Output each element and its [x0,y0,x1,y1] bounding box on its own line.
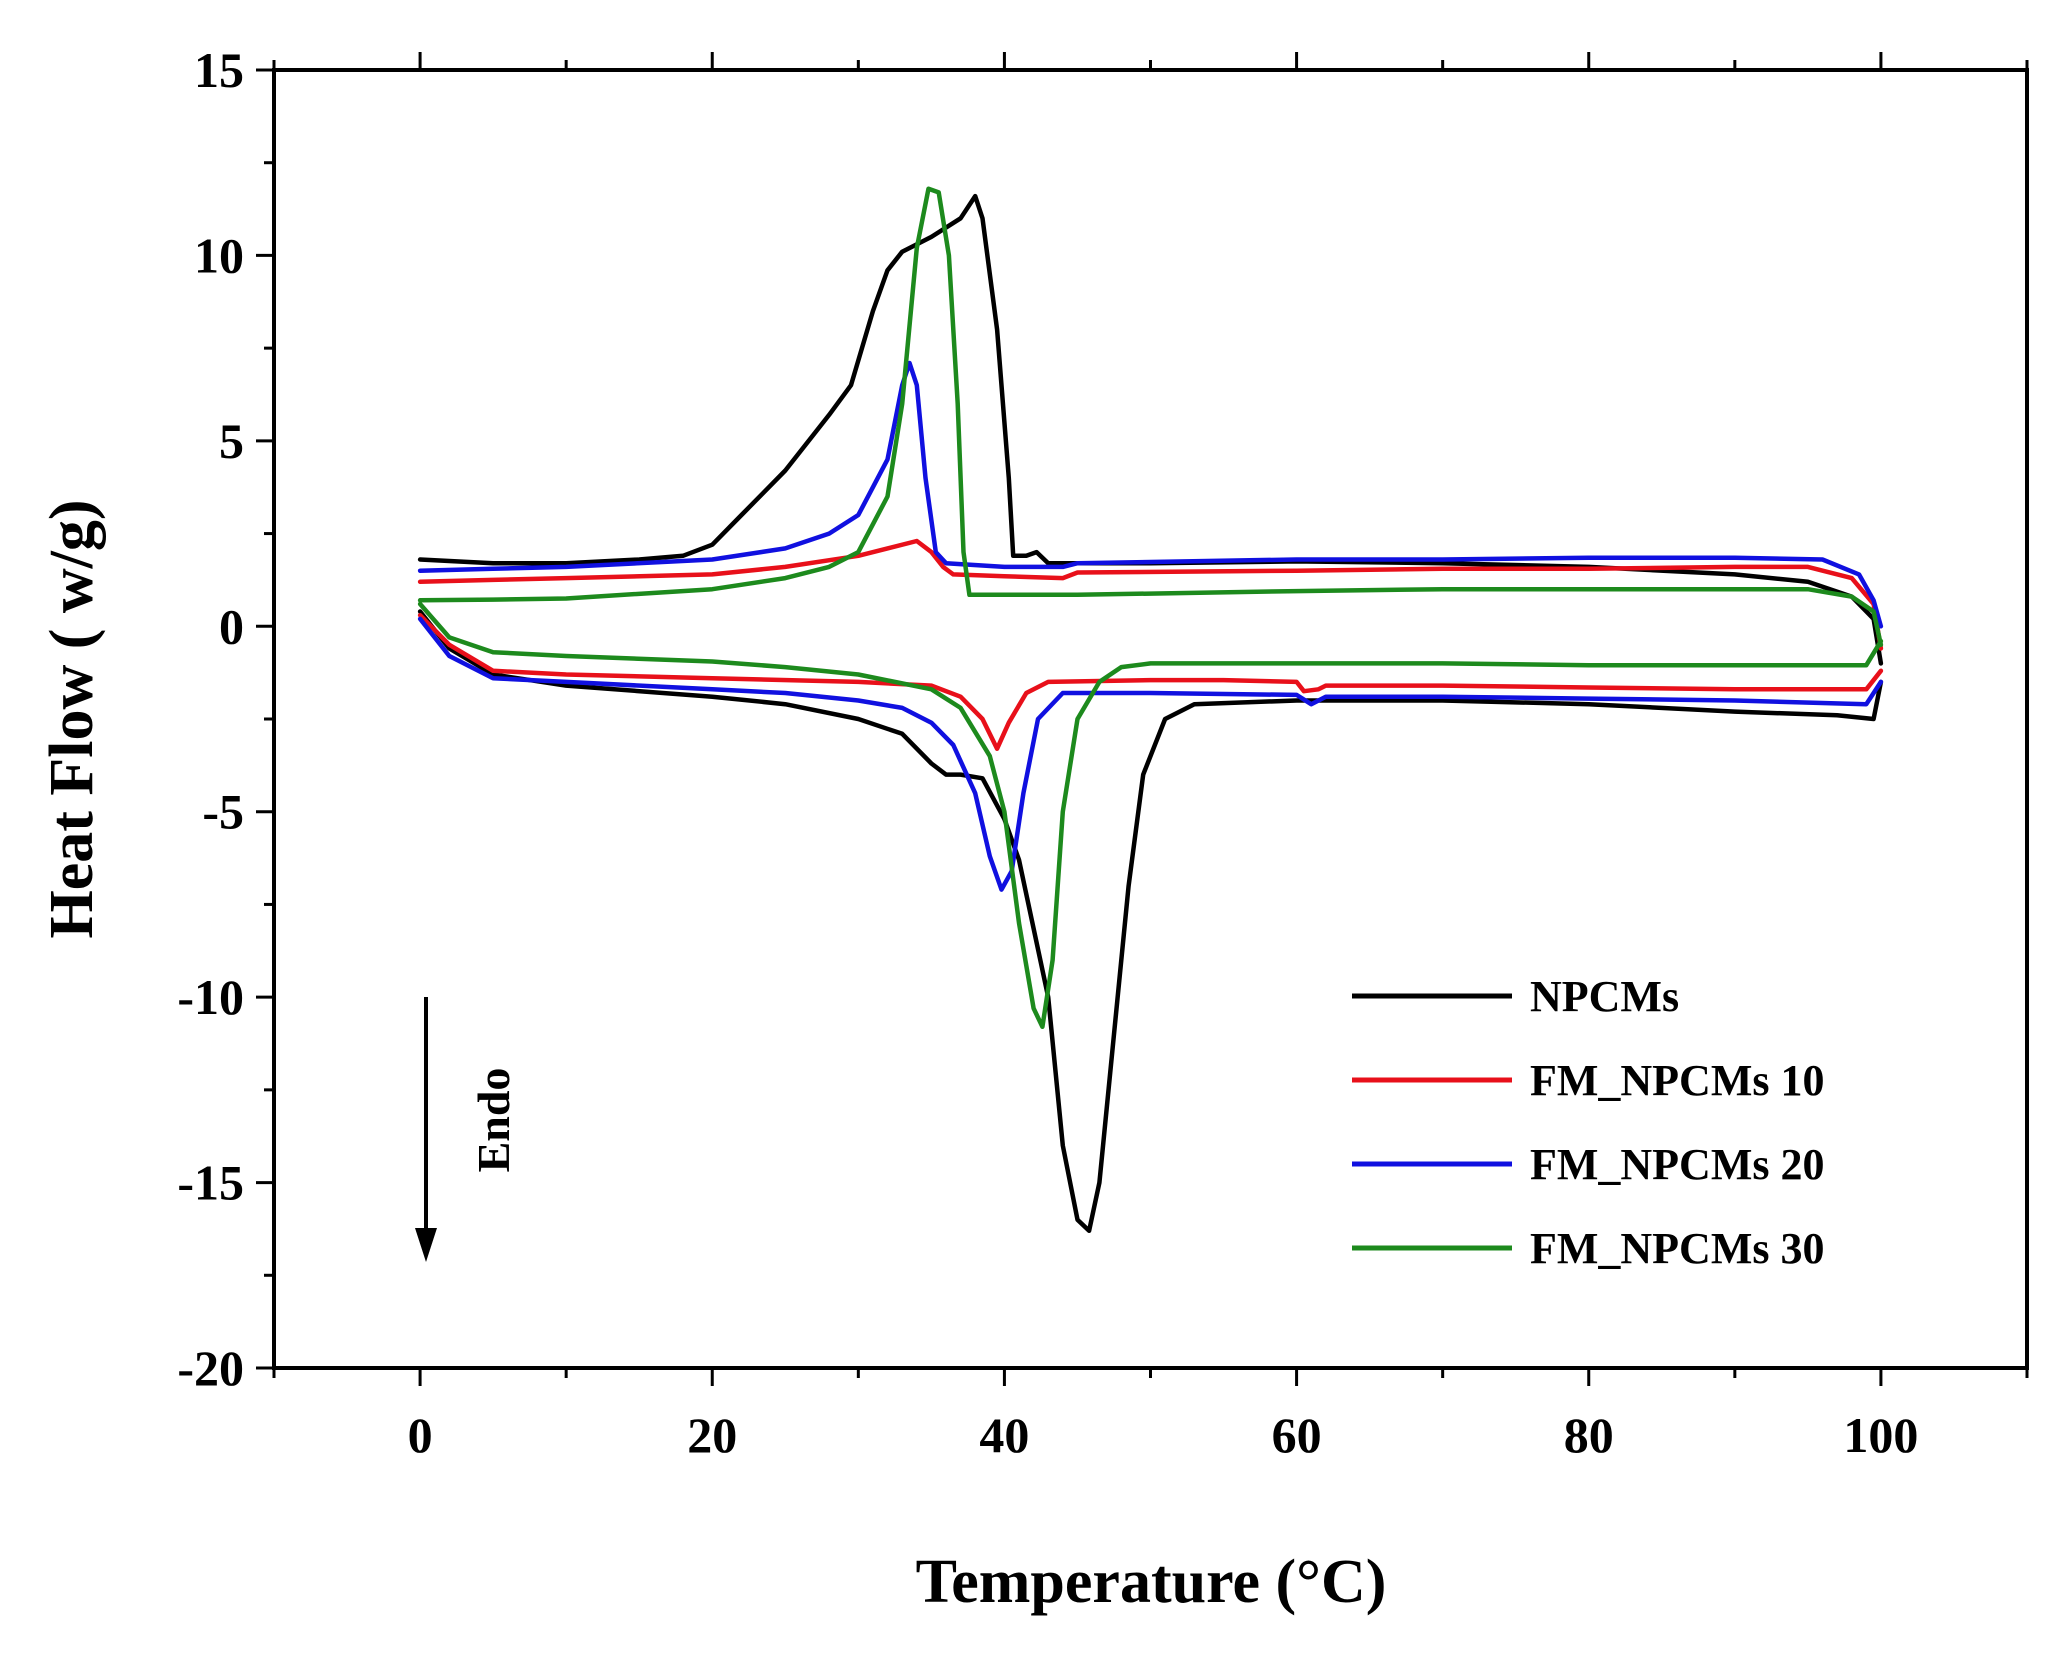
legend-label-fm-npcms-20: FM_NPCMs 20 [1530,1140,1825,1189]
y-tick-label: -5 [202,784,244,840]
y-axis-title: Heat Flow ( w/g) [38,499,106,938]
y-tick-label: 15 [194,42,244,98]
series-line-fm-npcms-10-cooling [417,538,1884,651]
y-tick-label: 0 [219,598,244,654]
series-layer [417,186,1884,1234]
endo-arrowhead-icon [415,1228,437,1262]
tick-layer: 0 20 40 60 80 100 -20 -15 -10 -5 0 5 10 15 [177,42,2029,1463]
series-line-fm-npcms-20-heating [417,616,1884,892]
x-tick-label: 40 [979,1407,1029,1463]
legend-label-fm-npcms-10: FM_NPCMs 10 [1530,1056,1825,1105]
endo-label: Endo [468,1068,519,1173]
y-tick-label: 5 [219,413,244,469]
endo-annotation: Endo [415,997,519,1262]
series-line-fm-npcms-30-cooling [417,186,1884,648]
x-tick-label: 20 [687,1407,737,1463]
x-tick-label: 100 [1843,1407,1918,1463]
y-tick-label: -15 [177,1155,244,1211]
y-tick-label: -20 [177,1340,244,1396]
legend: NPCMs FM_NPCMs 10 FM_NPCMs 20 FM_NPCMs 30 [1352,972,1825,1273]
legend-label-npcms: NPCMs [1530,972,1679,1021]
series-line-fm-npcms-10-heating [417,612,1884,751]
x-tick-label: 80 [1564,1407,1614,1463]
x-axis-title: Temperature (°C) [916,1548,1387,1616]
x-tick-label: 0 [408,1407,433,1463]
series-line-npcms-heating [417,609,1884,1234]
y-tick-label: 10 [194,227,244,283]
y-tick-label: -10 [177,969,244,1025]
x-tick-label: 60 [1272,1407,1322,1463]
legend-label-fm-npcms-30: FM_NPCMs 30 [1530,1224,1825,1273]
series-line-fm-npcms-20-cooling [417,360,1884,629]
series-line-npcms-cooling [417,193,1884,666]
series-line-fm-npcms-30-heating [417,601,1884,1030]
